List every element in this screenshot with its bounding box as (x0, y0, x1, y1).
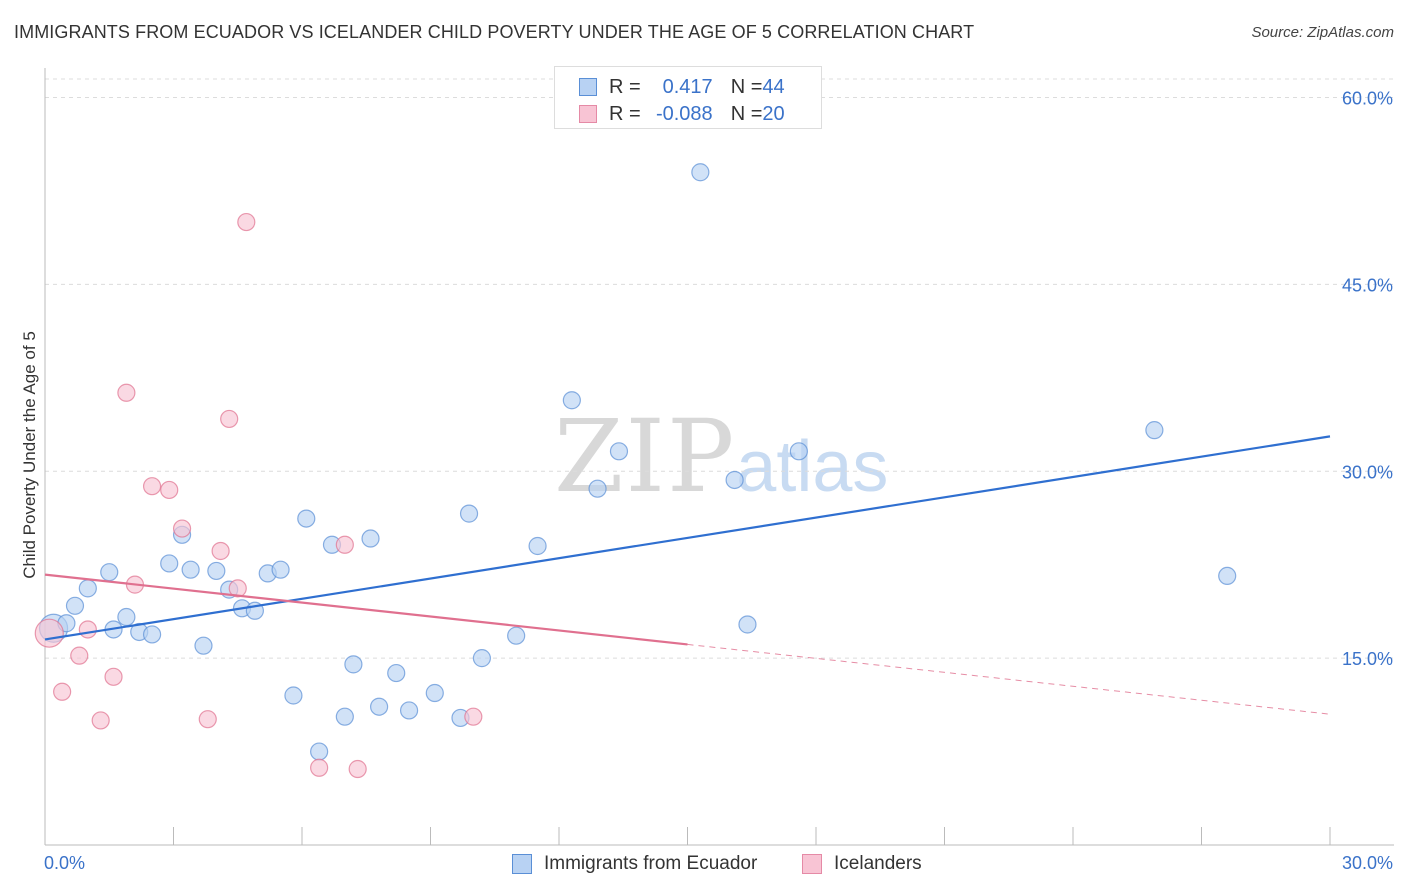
icelander-point (104, 667, 123, 686)
legend-r-label: R = (609, 75, 641, 98)
correlation-legend: R = 0.417 N = 44 R = -0.088 N = 20 (554, 66, 822, 129)
y-tick-label: 45.0% (1342, 275, 1393, 295)
legend-n-label: N = (730, 102, 763, 125)
icelander-point (160, 480, 179, 500)
ecuador-point (387, 663, 406, 683)
icelander-point (310, 758, 329, 777)
ecuador-point (507, 626, 526, 645)
watermark-zip: ZIP (554, 398, 737, 515)
series-legend: Immigrants from Ecuador Icelanders (0, 850, 1406, 878)
ecuador-point (284, 686, 303, 705)
watermark-atlas: atlas (736, 427, 889, 507)
ecuador-point (370, 697, 389, 716)
x-tick-label: 0.0% (44, 853, 85, 873)
ecuador-point (399, 701, 419, 720)
watermark: ZIPatlas (554, 398, 888, 515)
icelander-point (335, 535, 354, 554)
ecuador-point (472, 649, 491, 668)
ecuador-point (1218, 566, 1237, 586)
legend-r-value: 0.417 (662, 75, 713, 98)
y-tick-label: 30.0% (1342, 462, 1393, 482)
x-tick-label: 30.0% (1342, 853, 1393, 873)
legend-swatch-ecuador (512, 854, 532, 874)
ecuador-point (344, 655, 363, 674)
y-tick-label: 15.0% (1342, 649, 1393, 669)
icelander-point (142, 477, 162, 496)
source-label: Source: ZipAtlas.com (1251, 24, 1394, 41)
legend-swatch-icelanders (579, 105, 597, 123)
icelander-point (70, 646, 89, 665)
legend-row-icelanders: R = -0.088 N = 20 (579, 102, 785, 126)
ecuador-point (335, 707, 354, 726)
icelander-point (348, 759, 367, 779)
icelander-point (220, 409, 239, 429)
icelander-point (91, 711, 110, 730)
ecuador-point (562, 391, 581, 410)
ecuador-point (528, 536, 547, 556)
icelander-point (172, 519, 192, 538)
legend-item-icelanders[interactable]: Icelanders (802, 853, 922, 875)
icelander-point (237, 212, 256, 232)
ecuador-point (789, 442, 808, 461)
y-tick-label: 60.0% (1342, 89, 1393, 109)
ecuador-point (142, 625, 162, 644)
ecuador-point (738, 615, 757, 634)
icelander-point (78, 620, 97, 639)
ecuador-point (459, 504, 479, 523)
legend-r-label: R = (609, 102, 641, 125)
legend-r-value: -0.088 (655, 102, 713, 125)
icelander-point (228, 579, 247, 598)
icelander-point (117, 383, 136, 402)
ecuador-point (78, 579, 97, 598)
legend-swatch-ecuador (579, 78, 597, 96)
ecuador-point (588, 479, 607, 498)
ecuador-point (271, 560, 290, 579)
legend-row-ecuador: R = 0.417 N = 44 (579, 75, 785, 99)
icelander-point (34, 618, 64, 648)
ecuador-point (310, 742, 329, 761)
ecuador-point (117, 607, 136, 627)
legend-n-value: 44 (762, 75, 785, 98)
ecuador-point (181, 560, 200, 579)
legend-n-label: N = (730, 75, 763, 98)
legend-label-icelanders: Icelanders (834, 853, 922, 874)
chart-title: IMMIGRANTS FROM ECUADOR VS ICELANDER CHI… (14, 22, 975, 42)
icelander-point (464, 707, 483, 726)
ecuador-point (1145, 421, 1164, 440)
ecuador-point (725, 470, 744, 490)
ecuador-point (100, 563, 119, 582)
ecuador-point (160, 554, 179, 573)
ecuador-point (691, 163, 710, 182)
ecuador-point (361, 529, 380, 548)
ecuador-point (207, 561, 226, 581)
icelander-trend-line-extension (687, 643, 1331, 715)
legend-swatch-icelanders (802, 854, 822, 874)
legend-item-ecuador[interactable]: Immigrants from Ecuador (512, 853, 757, 875)
ecuador-point (194, 636, 213, 655)
ecuador-trend-line (44, 435, 1331, 641)
legend-label-ecuador: Immigrants from Ecuador (544, 853, 758, 874)
icelander-point (53, 682, 72, 701)
icelander-trend-line (44, 573, 688, 646)
icelander-point (198, 710, 217, 729)
ecuador-point (65, 596, 85, 615)
icelander-point (211, 541, 230, 561)
ecuador-point (297, 509, 316, 528)
legend-n-value: 20 (762, 102, 785, 125)
ecuador-point (609, 442, 629, 461)
ecuador-point (425, 683, 444, 703)
